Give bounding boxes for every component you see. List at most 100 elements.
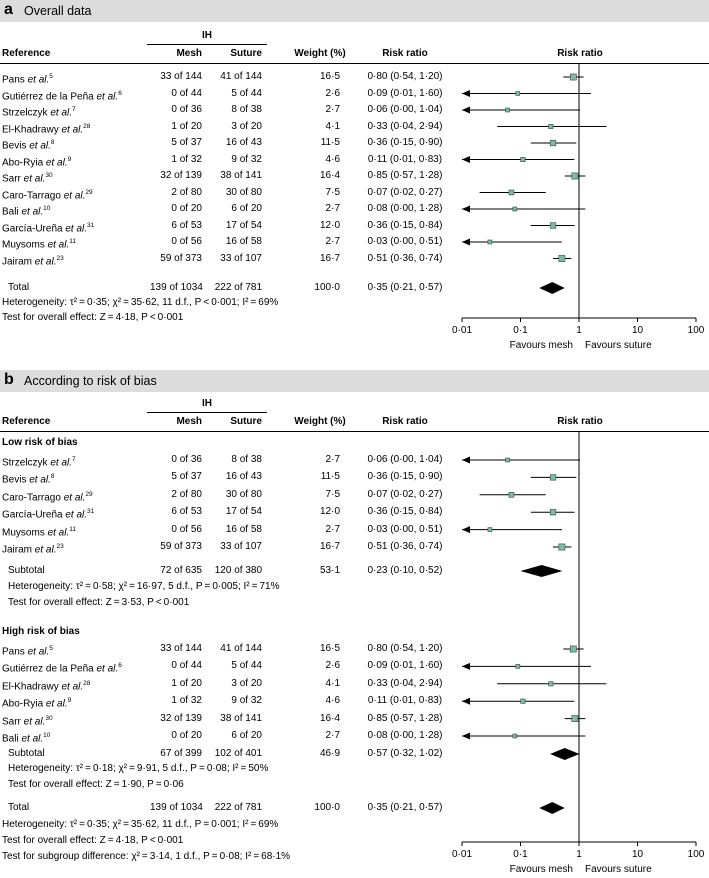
study-point: [549, 474, 557, 481]
x-tick-label: 10: [632, 849, 644, 860]
mesh-events: 0 of 20: [171, 203, 202, 214]
mesh-events: 2 of 80: [171, 186, 202, 198]
favours-mesh-label: Favours mesh: [510, 340, 573, 351]
study-ref-number: 31: [87, 221, 95, 229]
x-tick-label: 100: [688, 325, 705, 336]
suture-events: 222 of 781: [214, 282, 262, 293]
study-author: García-Ureña: [2, 509, 66, 521]
weight-value: 4·1: [325, 120, 340, 132]
mesh-events: 33 of 144: [160, 71, 202, 82]
favours-mesh-label: Favours mesh: [510, 864, 573, 875]
suture-events: 17 of 54: [225, 219, 262, 231]
study-author: Pans: [2, 646, 28, 658]
study-point: [571, 715, 579, 722]
mesh-events: 139 of 1034: [150, 802, 203, 813]
group-high-label: High risk of bias: [2, 626, 80, 637]
study-author: Abo-Ryia: [2, 156, 46, 168]
study-etal: et al.: [65, 509, 88, 521]
suture-events: 3 of 20: [231, 677, 262, 689]
x-tick-label: 0·01: [452, 325, 472, 336]
suture-events: 30 of 80: [225, 186, 262, 198]
pooled-label: Subtotal: [8, 748, 45, 759]
study-point: [549, 509, 557, 516]
study-ref-number: 5: [49, 645, 53, 652]
weight-value: 2·6: [325, 87, 340, 99]
mesh-events: 72 of 635: [160, 565, 202, 576]
study-ref-number: 10: [43, 732, 51, 739]
study-author: Bevis: [2, 140, 30, 152]
study-name: Jairam et al.23: [2, 253, 64, 268]
suture-events: 3 of 20: [231, 120, 262, 132]
risk-ratio-value: 0·80 (0·54, 1·20): [367, 643, 443, 654]
study-name: El-Khadrawy et al.28: [2, 678, 90, 693]
weight-value: 16·5: [319, 643, 340, 654]
study-point: [515, 91, 521, 96]
risk-ratio-value: 0·33 (0·04, 2·94): [367, 120, 443, 132]
study-name: Strzelczyk et al.7: [2, 454, 76, 469]
weight-value: 2·6: [325, 660, 340, 672]
ih-underline: [147, 412, 267, 413]
suture-events: 16 of 58: [225, 236, 262, 247]
ih-underline: [147, 44, 267, 45]
suture-events: 9 of 32: [231, 695, 262, 707]
study-point: [505, 107, 510, 113]
weight-value: 100·0: [314, 802, 340, 813]
study-point: [558, 255, 566, 262]
suture-events: 222 of 781: [214, 802, 262, 813]
study-point: [487, 527, 493, 532]
study-etal: et al.: [61, 681, 84, 693]
weight-value: 2·7: [325, 454, 340, 465]
mesh-events: 0 of 44: [171, 660, 202, 672]
study-etal: et al.: [34, 255, 57, 267]
study-ref-number: 11: [69, 525, 76, 533]
ci-arrow: [462, 526, 470, 534]
mesh-events: 0 of 56: [171, 523, 202, 535]
risk-ratio-value: 0·36 (0·15, 0·90): [367, 471, 443, 483]
suture-events: 6 of 20: [231, 203, 262, 214]
weight-value: 2·7: [325, 236, 340, 247]
study-etal: et al.: [34, 544, 57, 556]
reference-header: Reference: [2, 48, 51, 59]
study-point: [569, 73, 577, 81]
x-tick-label: 100: [688, 849, 705, 860]
footnote: Heterogeneity: τ² = 0·18; χ² = 9·91, 5 d…: [8, 763, 269, 774]
study-author: Gutiérrez de la Peña: [2, 90, 97, 102]
panel-b-title: According to risk of bias: [24, 374, 157, 388]
study-ref-number: 6: [118, 662, 122, 670]
study-author: Gutiérrez de la Peña: [2, 663, 97, 675]
risk-ratio-header: Risk ratio: [382, 416, 428, 427]
study-point: [508, 492, 515, 498]
panel-a-title: Overall data: [24, 4, 92, 18]
weight-value: 7·5: [325, 488, 340, 500]
study-name: Bevis et al.8: [2, 137, 55, 152]
study-author: Bali: [2, 206, 22, 218]
weight-value: 16·4: [319, 170, 340, 181]
study-etal: et al.: [63, 189, 86, 201]
suture-events: 5 of 44: [231, 660, 262, 672]
study-author: El-Khadrawy: [2, 681, 62, 693]
study-etal: et al.: [29, 140, 51, 152]
risk-ratio-value: 0·09 (0·01, 1·60): [367, 87, 443, 99]
footnote: Heterogeneity: τ² = 0·35; χ² = 35·62, 11…: [2, 297, 279, 308]
ci-arrow: [462, 90, 470, 97]
study-etal: et al.: [47, 239, 70, 251]
study-author: Muysoms: [2, 526, 48, 538]
suture-header: Suture: [230, 48, 262, 59]
reference-header: Reference: [2, 416, 51, 427]
study-author: Sarr: [2, 173, 24, 185]
study-etal: et al.: [50, 107, 73, 119]
study-point: [549, 222, 557, 229]
mesh-header: Mesh: [176, 416, 202, 427]
weight-value: 4·1: [325, 677, 340, 689]
weight-value: 12·0: [319, 506, 340, 518]
study-name: Bevis et al.8: [2, 471, 55, 486]
subtotal-low-diamond: [520, 565, 563, 577]
study-name: Strzelczyk et al.7: [2, 104, 76, 119]
suture-events: 41 of 144: [220, 71, 262, 82]
weight-value: 16·4: [319, 712, 340, 724]
study-ref-number: 10: [43, 205, 51, 212]
study-ref-number: 9: [67, 697, 72, 705]
ci-arrow: [462, 156, 470, 163]
suture-events: 16 of 43: [225, 471, 262, 483]
footnote: Test for overall effect: Z = 3·53, P < 0…: [8, 597, 190, 608]
